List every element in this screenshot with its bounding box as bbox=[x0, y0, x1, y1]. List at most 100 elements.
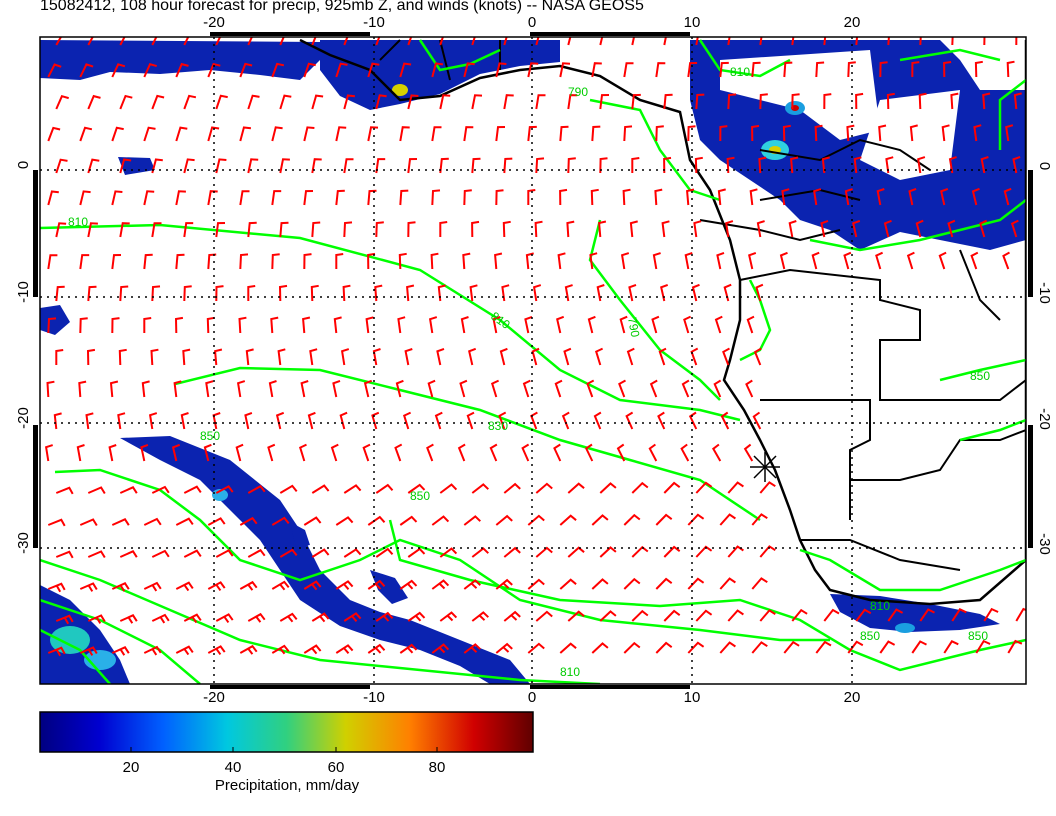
contour-label: 790 bbox=[568, 85, 588, 99]
wind-barb bbox=[522, 379, 531, 398]
wind-barb bbox=[439, 37, 444, 46]
wind-barb bbox=[207, 190, 218, 206]
wind-barb bbox=[791, 93, 800, 110]
wind-barb bbox=[173, 380, 182, 398]
wind-barb bbox=[244, 411, 253, 430]
wind-barb bbox=[247, 285, 256, 301]
lon-tick-label: -20 bbox=[203, 689, 225, 706]
wind-barb bbox=[648, 443, 658, 462]
wind-barb bbox=[271, 126, 283, 142]
wind-barb bbox=[87, 285, 97, 302]
wind-barb bbox=[727, 545, 744, 558]
wind-barb bbox=[1010, 219, 1019, 238]
wind-barb bbox=[203, 443, 212, 462]
wind-barb bbox=[238, 316, 247, 334]
wind-barb bbox=[119, 285, 129, 302]
wind-barb bbox=[140, 443, 149, 462]
wind-barb bbox=[431, 62, 444, 78]
wind-barb bbox=[535, 610, 553, 622]
lat-tick-label: 0 bbox=[1036, 162, 1053, 170]
wind-barb bbox=[427, 379, 436, 398]
wind-barb bbox=[983, 37, 986, 46]
wind-barb bbox=[623, 577, 641, 590]
wind-barb bbox=[687, 577, 705, 590]
wind-barb bbox=[175, 581, 194, 592]
wind-barb bbox=[711, 443, 722, 462]
wind-barb bbox=[303, 580, 322, 591]
wind-barb bbox=[426, 443, 434, 462]
wind-barb bbox=[311, 221, 321, 238]
wind-barb bbox=[471, 220, 480, 238]
wind-barb bbox=[460, 316, 469, 334]
wind-barb bbox=[655, 125, 664, 142]
wind-barb bbox=[753, 347, 762, 366]
wind-barb bbox=[343, 94, 356, 110]
wind-barb bbox=[439, 483, 458, 494]
wind-barb bbox=[726, 156, 735, 174]
wind-barb bbox=[375, 158, 386, 174]
wind-barb bbox=[183, 485, 202, 494]
wind-barb bbox=[622, 188, 631, 206]
wind-barb bbox=[1005, 124, 1014, 142]
wind-barb bbox=[755, 283, 764, 302]
colorbar-tick-label: 20 bbox=[123, 759, 140, 776]
wind-barb bbox=[207, 581, 226, 591]
wind-barb bbox=[214, 348, 223, 366]
wind-barb bbox=[623, 125, 633, 142]
wind-barb bbox=[463, 126, 474, 142]
wind-barb bbox=[783, 61, 793, 78]
wind-barb bbox=[76, 444, 85, 462]
wind-barb bbox=[402, 411, 412, 430]
wind-barb bbox=[333, 316, 342, 334]
wind-barb bbox=[687, 125, 696, 142]
wind-barb bbox=[407, 483, 426, 494]
wind-barb bbox=[495, 578, 513, 590]
wind-barb bbox=[948, 156, 957, 174]
wind-barb bbox=[119, 614, 138, 624]
wind-barb bbox=[554, 379, 563, 398]
wind-barb bbox=[303, 516, 322, 526]
wind-barb bbox=[343, 548, 362, 558]
wind-barb bbox=[311, 612, 330, 623]
wind-barb bbox=[494, 252, 503, 270]
wind-barb bbox=[462, 252, 471, 270]
wind-barb bbox=[719, 513, 736, 526]
wind-barb bbox=[143, 581, 162, 592]
wind-barb bbox=[688, 411, 698, 430]
wind-barb bbox=[342, 284, 351, 302]
wind-barb bbox=[655, 513, 673, 526]
wind-barb bbox=[215, 485, 234, 494]
wind-barb bbox=[909, 124, 918, 142]
wind-barb bbox=[503, 546, 521, 558]
wind-barb bbox=[436, 347, 445, 366]
wind-barb bbox=[367, 62, 380, 78]
wind-barb bbox=[55, 285, 65, 302]
lat-tick-label: -10 bbox=[1036, 282, 1053, 304]
precip-small-1 bbox=[40, 305, 70, 335]
wind-barb bbox=[85, 412, 94, 430]
wind-barb bbox=[823, 608, 840, 622]
wind-barb bbox=[620, 252, 630, 270]
wind-barb bbox=[119, 486, 138, 494]
wind-barb bbox=[374, 284, 383, 302]
wind-barb bbox=[1012, 155, 1021, 174]
wind-barb bbox=[759, 545, 776, 558]
wind-barb bbox=[525, 252, 534, 270]
wind-barb bbox=[79, 646, 98, 656]
wind-barb bbox=[86, 348, 96, 366]
wind-barb bbox=[593, 411, 602, 430]
wind-barb bbox=[983, 607, 999, 622]
wind-barb bbox=[339, 411, 348, 430]
wind-barb bbox=[47, 518, 66, 527]
wind-barb bbox=[556, 315, 565, 334]
wind-barb bbox=[623, 641, 641, 654]
wind-barb bbox=[695, 545, 713, 558]
wind-barb bbox=[47, 190, 59, 206]
wind-barb bbox=[855, 92, 864, 110]
wind-barb bbox=[813, 188, 822, 206]
wind-barb bbox=[823, 93, 832, 110]
wind-barb bbox=[751, 641, 768, 654]
wind-barb bbox=[717, 188, 726, 206]
wind-barb bbox=[394, 443, 403, 462]
wind-barb bbox=[687, 641, 705, 654]
